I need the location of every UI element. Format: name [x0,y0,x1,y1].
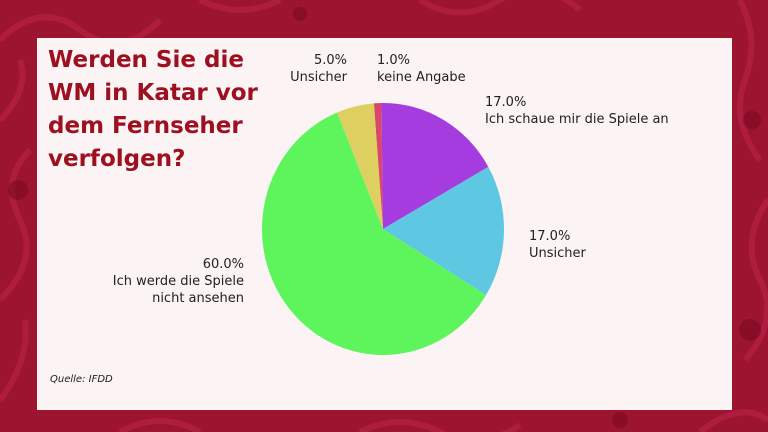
slice-label-schaue-an: 17.0% Ich schaue mir die Spiele an [485,94,669,128]
slice-category: Unsicher [529,246,586,261]
source-note: Quelle: IFDD [50,374,113,385]
slice-percent: 5.0% [313,53,347,68]
slice-category-line2: nicht ansehen [152,291,244,306]
slice-percent: 17.0% [529,229,571,244]
slice-category: Ich werde die Spiele [112,274,244,289]
slice-label-unsicher-top: 5.0% Unsicher [285,52,347,86]
slice-percent: 1.0% [377,53,411,68]
slice-category: Ich schaue mir die Spiele an [485,112,669,127]
pie-slice-3 [261,112,486,356]
pie-slice-1 [381,103,489,229]
pie-slice-2 [383,166,504,296]
slice-percent: 17.0% [485,95,527,110]
chart-title: Werden Sie die WM in Katar vor dem Ferns… [48,47,258,172]
pie-slice-4 [337,103,383,229]
slice-label-keine-angabe: 1.0% keine Angabe [377,52,466,86]
slice-category: keine Angabe [377,70,466,85]
slice-percent: 60.0% [202,257,244,272]
slice-label-unsicher-right: 17.0% Unsicher [529,228,586,262]
slice-category: Unsicher [290,70,347,85]
slice-label-nicht-ansehen: 60.0% Ich werde die Spiele nicht ansehen [96,256,244,307]
pie-slice-0 [373,103,383,229]
